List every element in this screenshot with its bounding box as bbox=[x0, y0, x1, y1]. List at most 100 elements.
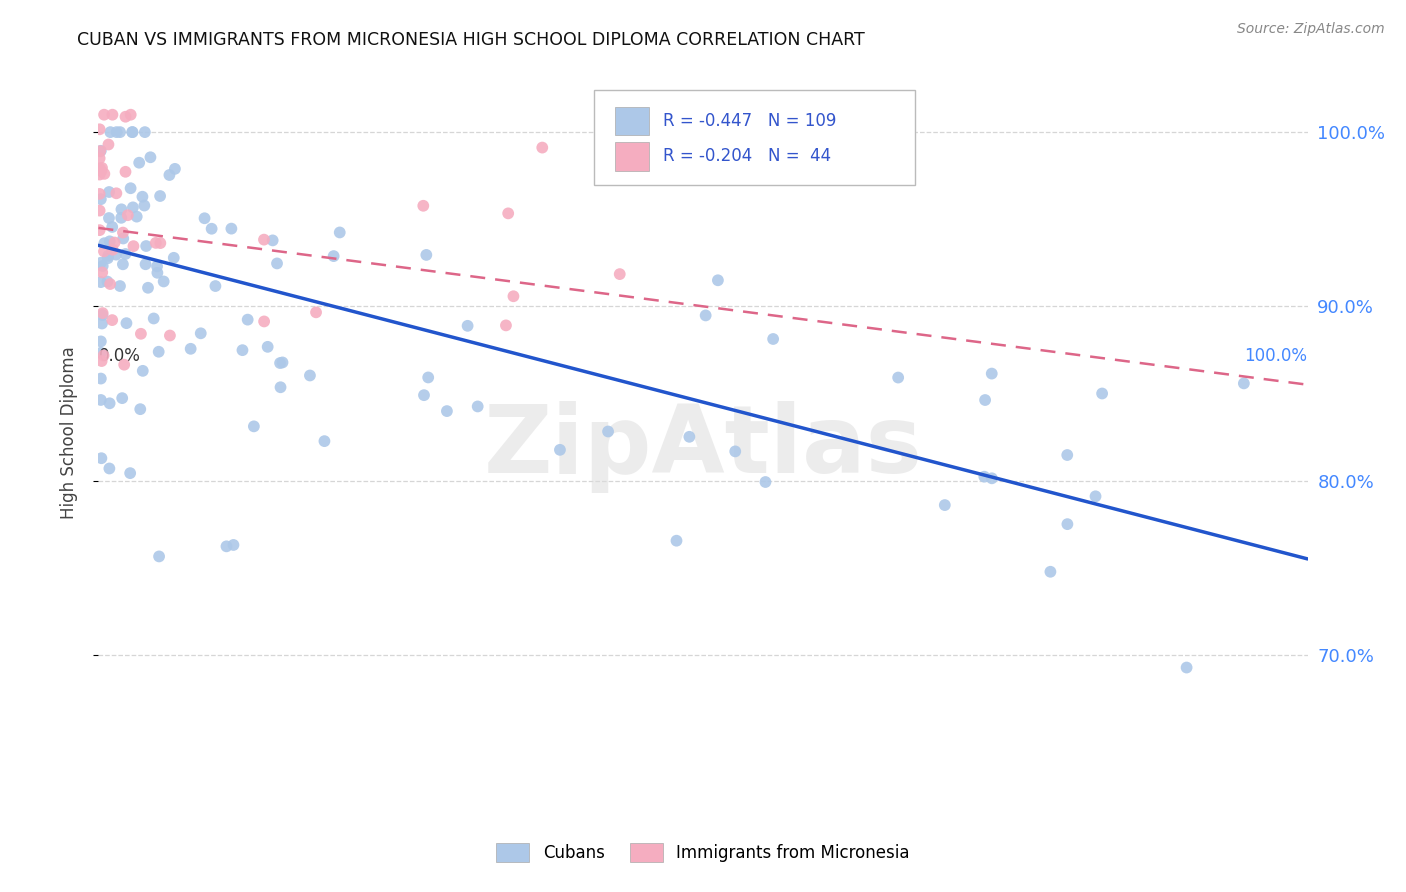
Point bbox=[122, 200, 145, 214]
Point bbox=[90, 275, 112, 289]
Point bbox=[91, 306, 114, 320]
Point bbox=[117, 208, 139, 222]
Point bbox=[110, 211, 132, 225]
Text: CUBAN VS IMMIGRANTS FROM MICRONESIA HIGH SCHOOL DIPLOMA CORRELATION CHART: CUBAN VS IMMIGRANTS FROM MICRONESIA HIGH… bbox=[77, 31, 865, 49]
Point bbox=[136, 281, 159, 295]
Point bbox=[243, 419, 266, 434]
Point bbox=[1084, 489, 1107, 503]
Point bbox=[146, 266, 169, 280]
Point bbox=[980, 367, 1002, 381]
Point bbox=[134, 125, 156, 139]
Point bbox=[262, 233, 284, 247]
Point bbox=[215, 539, 238, 553]
Point bbox=[93, 244, 115, 259]
Point bbox=[90, 346, 112, 360]
Point bbox=[134, 198, 156, 212]
Point bbox=[111, 391, 134, 405]
Point bbox=[298, 368, 321, 383]
Text: 100.0%: 100.0% bbox=[1244, 348, 1308, 366]
Point bbox=[108, 125, 131, 139]
Legend: Cubans, Immigrants from Micronesia: Cubans, Immigrants from Micronesia bbox=[489, 836, 917, 869]
Point bbox=[97, 137, 120, 152]
Y-axis label: High School Diploma: High School Diploma bbox=[59, 346, 77, 519]
Point bbox=[89, 168, 111, 182]
Point bbox=[190, 326, 212, 341]
FancyBboxPatch shape bbox=[595, 90, 915, 185]
Bar bbox=[614, 143, 648, 170]
Point bbox=[253, 314, 276, 328]
Point bbox=[90, 354, 112, 368]
Point bbox=[152, 275, 174, 289]
Point bbox=[108, 279, 131, 293]
Point bbox=[120, 181, 142, 195]
Point bbox=[101, 313, 124, 327]
Point bbox=[609, 267, 631, 281]
Point bbox=[129, 402, 152, 417]
Point bbox=[120, 108, 142, 122]
Point bbox=[89, 145, 111, 159]
Point bbox=[266, 256, 288, 270]
Point bbox=[93, 349, 115, 363]
Point bbox=[980, 471, 1002, 485]
Point bbox=[97, 251, 120, 265]
Point bbox=[112, 231, 135, 245]
Text: R = -0.447   N = 109: R = -0.447 N = 109 bbox=[664, 112, 837, 130]
Point bbox=[110, 202, 132, 217]
Point bbox=[101, 108, 124, 122]
Point bbox=[148, 549, 170, 564]
Point bbox=[98, 396, 121, 410]
Point bbox=[502, 289, 524, 303]
Point bbox=[114, 165, 136, 179]
Point bbox=[548, 442, 571, 457]
Point bbox=[96, 275, 118, 289]
Point bbox=[159, 328, 181, 343]
Point bbox=[1175, 660, 1198, 674]
Point bbox=[121, 125, 143, 139]
Point bbox=[91, 308, 114, 322]
Point bbox=[193, 211, 215, 226]
Point bbox=[93, 108, 115, 122]
Point bbox=[98, 125, 121, 139]
Point bbox=[91, 265, 114, 279]
Point bbox=[180, 342, 202, 356]
Point bbox=[104, 235, 127, 250]
Point bbox=[111, 257, 134, 271]
Point bbox=[105, 125, 128, 139]
Point bbox=[90, 164, 112, 178]
Point bbox=[934, 498, 956, 512]
Point bbox=[146, 260, 169, 274]
Point bbox=[98, 461, 121, 475]
Point bbox=[754, 475, 776, 489]
Point bbox=[90, 334, 112, 349]
Point bbox=[135, 239, 157, 253]
Point bbox=[270, 380, 292, 394]
Point bbox=[89, 186, 111, 201]
Point bbox=[101, 243, 124, 257]
Point bbox=[269, 356, 291, 370]
Point bbox=[596, 425, 619, 439]
Point bbox=[163, 161, 186, 176]
Point bbox=[1233, 376, 1256, 391]
Text: R = -0.204   N =  44: R = -0.204 N = 44 bbox=[664, 147, 831, 165]
Point bbox=[204, 279, 226, 293]
Point bbox=[93, 167, 115, 181]
Point bbox=[231, 343, 253, 358]
Point bbox=[1039, 565, 1062, 579]
Point bbox=[135, 257, 157, 271]
Point bbox=[1056, 448, 1078, 462]
Point bbox=[762, 332, 785, 346]
Point bbox=[98, 185, 121, 199]
Point bbox=[887, 370, 910, 384]
Point bbox=[90, 192, 112, 206]
Text: 0.0%: 0.0% bbox=[98, 348, 141, 366]
Point bbox=[163, 251, 186, 265]
Point bbox=[665, 533, 688, 548]
Point bbox=[131, 190, 153, 204]
Point bbox=[724, 444, 747, 458]
Point bbox=[236, 312, 259, 326]
Point bbox=[91, 259, 114, 273]
Point bbox=[90, 371, 112, 385]
Point bbox=[495, 318, 517, 333]
Point bbox=[415, 248, 437, 262]
Point bbox=[89, 152, 111, 166]
